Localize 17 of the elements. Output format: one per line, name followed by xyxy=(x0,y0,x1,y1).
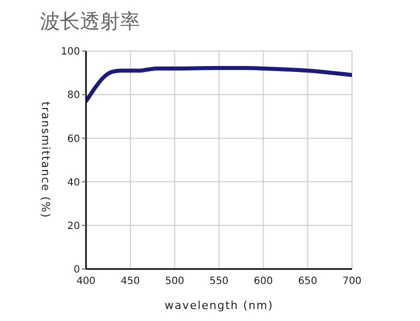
y-axis-title: transmittance (%) xyxy=(39,102,52,218)
x-tick-label: 650 xyxy=(298,276,318,288)
x-tick-label: 600 xyxy=(254,276,273,288)
x-tick-label: 450 xyxy=(120,276,140,288)
x-tick-label: 700 xyxy=(342,276,362,288)
y-tick-label: 40 xyxy=(67,177,80,188)
y-tick-label: 0 xyxy=(74,264,80,276)
y-tick-label: 100 xyxy=(60,46,80,58)
x-tick-label: 500 xyxy=(165,276,184,288)
y-tick-label: 80 xyxy=(67,90,80,102)
y-tick-label: 60 xyxy=(67,134,80,145)
line-series xyxy=(86,66,352,104)
y-tick-label: 20 xyxy=(67,220,80,232)
chart-title: 波长透射率 xyxy=(40,8,140,35)
x-tick-label: 400 xyxy=(76,276,96,288)
x-tick-label: 550 xyxy=(209,276,229,288)
x-axis-title: wavelength (nm) xyxy=(164,299,274,312)
